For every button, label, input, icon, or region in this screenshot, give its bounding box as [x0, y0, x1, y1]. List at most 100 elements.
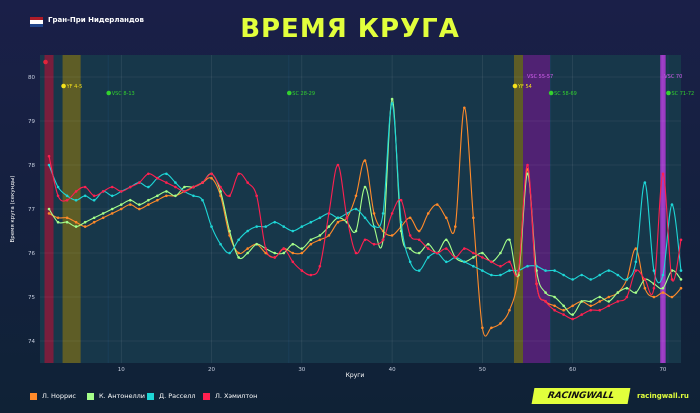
- data-point: [210, 176, 213, 180]
- x-tick-label: 10: [118, 367, 125, 373]
- data-point: [210, 225, 213, 228]
- data-point: [508, 238, 511, 242]
- data-point: [110, 212, 114, 215]
- data-point: [282, 247, 286, 250]
- data-point: [444, 247, 448, 250]
- data-point: [390, 212, 394, 215]
- data-point: [562, 308, 565, 312]
- data-point: [417, 229, 421, 233]
- data-point: [679, 238, 683, 242]
- data-point: [101, 216, 105, 220]
- data-point: [598, 300, 602, 303]
- data-point: [237, 172, 240, 176]
- data-point: [336, 220, 340, 224]
- data-point: [327, 225, 331, 228]
- data-point: [472, 251, 475, 255]
- data-point: [282, 225, 286, 228]
- data-point: [354, 229, 358, 233]
- data-point: [74, 190, 78, 193]
- annotation-band: [513, 55, 524, 363]
- annotation-label: YF 4-5: [66, 84, 83, 90]
- data-point: [318, 216, 322, 220]
- data-point: [607, 295, 611, 299]
- data-point: [174, 181, 177, 184]
- data-point: [119, 207, 123, 211]
- data-point: [354, 194, 358, 198]
- data-point: [363, 238, 367, 242]
- data-point: [56, 194, 60, 198]
- flag-stripe-red: [30, 17, 43, 21]
- data-point: [661, 273, 665, 277]
- data-point: [634, 291, 638, 294]
- data-point: [147, 198, 150, 202]
- data-point: [408, 216, 412, 220]
- data-point: [219, 190, 222, 193]
- data-point: [47, 154, 51, 158]
- legend-item-russell: Д. Расселл: [147, 392, 196, 400]
- data-point: [74, 198, 78, 202]
- data-point: [426, 242, 430, 246]
- data-point: [426, 247, 430, 250]
- data-point: [679, 269, 683, 272]
- legend-swatch: [87, 392, 94, 400]
- data-point: [92, 220, 96, 224]
- legend-label: Л. Хэмилтон: [215, 392, 258, 400]
- data-point: [390, 102, 394, 105]
- data-point: [56, 216, 60, 220]
- data-point: [309, 242, 313, 246]
- data-point: [219, 185, 222, 189]
- data-point: [652, 269, 656, 272]
- data-point: [417, 269, 421, 272]
- data-point: [390, 97, 394, 101]
- data-point: [183, 185, 186, 189]
- data-point: [679, 278, 683, 281]
- site-link[interactable]: racingwall.ru: [637, 392, 689, 400]
- data-point: [634, 247, 638, 250]
- annotation-label: VSC 70: [664, 74, 682, 80]
- data-point: [47, 212, 51, 215]
- data-point: [508, 269, 511, 272]
- data-point: [138, 181, 141, 184]
- data-point: [444, 260, 448, 264]
- data-point: [345, 216, 349, 220]
- data-point: [544, 269, 547, 272]
- data-point: [372, 225, 376, 228]
- legend-swatch: [30, 392, 37, 400]
- y-tick-label: 77: [28, 207, 35, 213]
- x-axis-label: Круги: [346, 372, 365, 379]
- flag-stripe-white: [30, 20, 43, 24]
- data-point: [661, 172, 665, 176]
- data-point: [128, 203, 132, 206]
- data-point: [643, 286, 647, 290]
- data-point: [291, 242, 295, 246]
- data-point: [47, 207, 51, 211]
- legend-item-norris: Л. Норрис: [30, 392, 76, 400]
- annotation-label: VSC 55-57: [527, 74, 553, 80]
- data-point: [264, 225, 268, 228]
- data-point: [589, 300, 593, 303]
- data-point: [589, 278, 593, 281]
- data-point: [481, 256, 484, 259]
- data-point: [444, 238, 448, 242]
- data-point: [83, 220, 87, 224]
- legend-label: Л. Норрис: [42, 392, 76, 400]
- annotation-marker: [61, 83, 66, 89]
- flag-stripe-blue: [30, 23, 43, 27]
- data-point: [598, 273, 602, 277]
- data-point: [616, 273, 620, 277]
- data-point: [535, 282, 538, 286]
- legend-label: Д. Расселл: [159, 392, 196, 400]
- data-point: [119, 203, 123, 206]
- data-point: [499, 251, 502, 255]
- data-point: [399, 198, 403, 202]
- data-point: [363, 159, 367, 162]
- data-point: [354, 207, 358, 211]
- data-point: [138, 207, 141, 211]
- netherlands-flag-icon: [30, 17, 43, 27]
- data-point: [237, 251, 240, 255]
- data-point: [300, 251, 304, 255]
- data-point: [553, 304, 556, 308]
- x-tick-label: 20: [208, 367, 215, 373]
- y-tick-label: 80: [28, 75, 35, 81]
- data-point: [83, 225, 87, 228]
